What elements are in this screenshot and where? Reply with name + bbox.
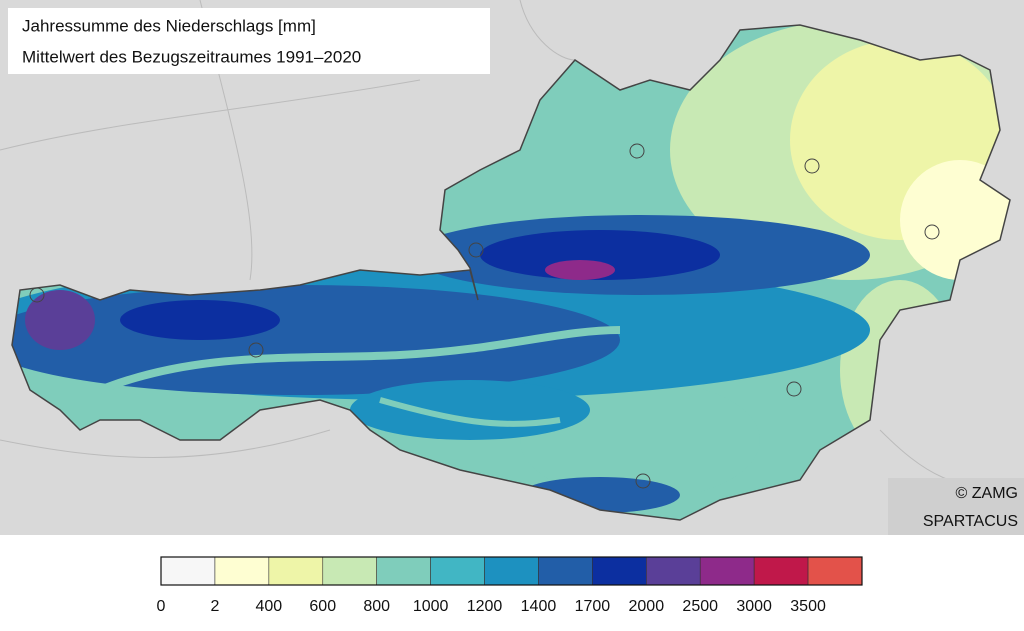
title-box xyxy=(8,8,490,74)
legend-swatch xyxy=(592,556,647,586)
legend-swatch xyxy=(322,556,377,586)
legend: 0 2 400 600 800 1000 1200 1400 1700 2000 2500 3000 3… xyxy=(157,556,863,615)
copyright: © ZAMG xyxy=(956,485,1018,502)
legend-swatch xyxy=(430,556,485,586)
legend-swatch xyxy=(753,556,809,586)
neighbor-borders xyxy=(0,0,1024,487)
source: SPARTACUS xyxy=(923,513,1018,530)
legend-frame xyxy=(160,556,863,586)
legend-label: 1700 xyxy=(575,598,611,615)
legend-label: 0 xyxy=(157,598,166,615)
legend-swatch xyxy=(699,556,755,586)
legend-swatch xyxy=(646,556,701,586)
legend-label: 800 xyxy=(363,598,390,615)
legend-label: 3500 xyxy=(790,598,826,615)
legend-label: 600 xyxy=(309,598,336,615)
austria-border xyxy=(11,24,1011,521)
legend-swatch xyxy=(807,556,863,586)
subtitle: Mittelwert des Bezugszeitraumes 1991–202… xyxy=(22,47,361,66)
legend-label: 1400 xyxy=(521,598,557,615)
legend-swatch xyxy=(160,556,216,586)
legend-label: 2000 xyxy=(629,598,665,615)
legend-swatch xyxy=(268,556,324,586)
legend-swatch xyxy=(484,556,539,586)
credits-box xyxy=(888,478,1024,535)
legend-swatch xyxy=(214,556,270,586)
legend-label: 400 xyxy=(255,598,282,615)
legend-label: 2 xyxy=(210,598,219,615)
legend-label: 1000 xyxy=(413,598,449,615)
legend-label: 2500 xyxy=(682,598,718,615)
legend-swatch xyxy=(538,556,593,586)
legend-swatch xyxy=(376,556,431,586)
legend-label: 3000 xyxy=(736,598,772,615)
city-markers xyxy=(29,143,940,489)
title: Jahressumme des Niederschlags [mm] xyxy=(22,16,316,35)
legend-label: 1200 xyxy=(467,598,503,615)
